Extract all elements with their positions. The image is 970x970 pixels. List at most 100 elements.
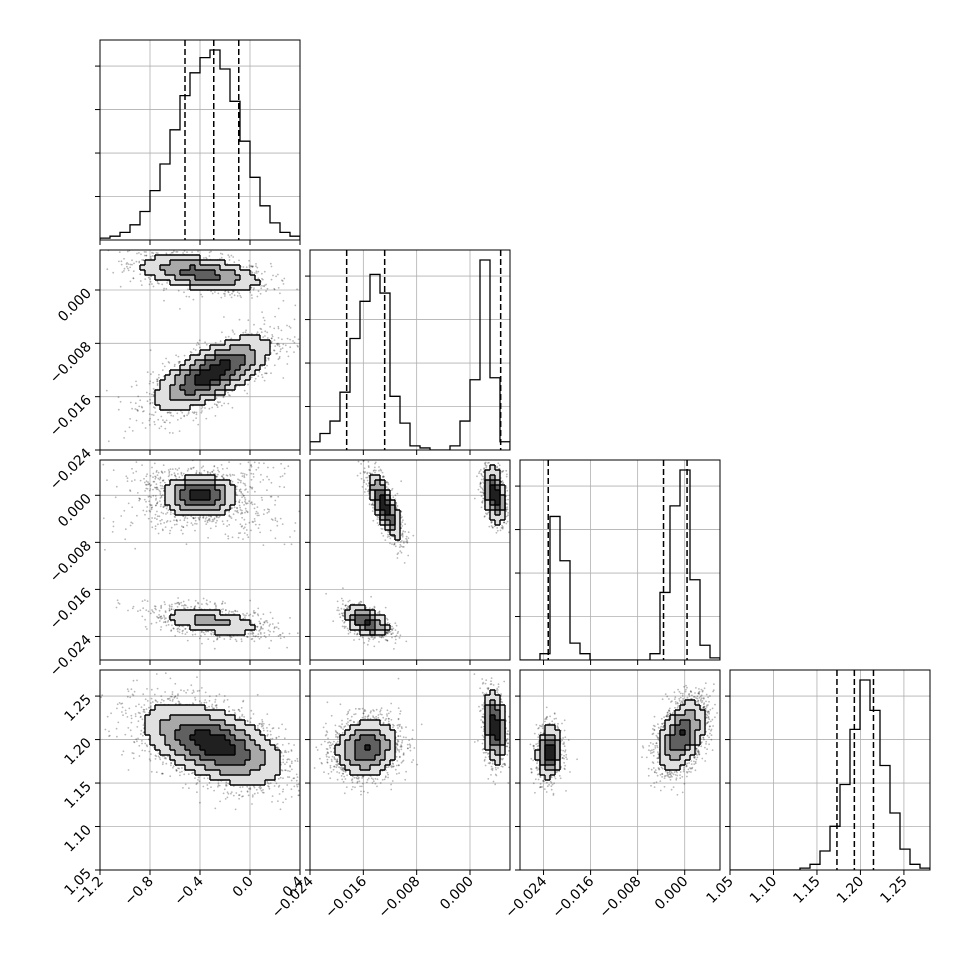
scatter-point — [139, 498, 141, 500]
density-cell — [175, 395, 181, 401]
scatter-point — [204, 520, 207, 523]
scatter-point — [123, 509, 126, 512]
density-cell — [220, 375, 226, 381]
histogram-step-line — [730, 679, 930, 870]
density-cell — [225, 280, 231, 286]
scatter-point — [185, 543, 188, 546]
scatter-point — [168, 411, 171, 414]
scatter-point — [240, 296, 243, 299]
density-cell — [195, 355, 201, 361]
scatter-point — [135, 380, 137, 383]
density-cell — [200, 400, 206, 406]
scatter-point — [257, 527, 260, 529]
density-cell — [255, 360, 261, 366]
scatter-point — [266, 287, 269, 290]
scatter-point — [154, 486, 157, 489]
density-cell — [200, 365, 206, 371]
scatter-point — [134, 547, 137, 550]
scatter-point — [235, 488, 238, 491]
density-cell — [215, 380, 221, 386]
scatter-point — [270, 518, 273, 520]
density-cell — [220, 360, 226, 366]
scatter-point — [161, 485, 164, 487]
scatter-point — [170, 605, 173, 608]
density-cell — [200, 370, 206, 376]
density-cell — [210, 370, 216, 376]
scatter-point — [149, 484, 152, 487]
density-cell — [215, 375, 221, 381]
scatter-point — [213, 518, 216, 520]
scatter-point — [215, 475, 218, 478]
scatter-point — [105, 389, 108, 392]
scatter-point — [193, 466, 195, 469]
scatter-point — [270, 495, 273, 498]
scatter-point — [274, 504, 276, 506]
scatter-point — [244, 507, 247, 510]
scatter-point — [173, 250, 175, 253]
scatter-point — [261, 376, 264, 379]
scatter-point — [259, 622, 261, 625]
density-cell — [160, 275, 166, 281]
scatter-point — [157, 477, 160, 480]
scatter-point — [252, 473, 255, 475]
scatter-point — [145, 251, 147, 253]
density-cell — [220, 280, 226, 286]
scatter-point — [238, 501, 241, 503]
density-cell — [165, 375, 171, 381]
scatter-point — [163, 365, 166, 368]
scatter-point — [208, 407, 211, 410]
scatter-point — [167, 411, 169, 414]
scatter-point — [267, 508, 269, 511]
density-cell — [235, 350, 241, 356]
scatter-point — [131, 263, 133, 266]
scatter-point — [143, 410, 145, 412]
density-cell — [220, 385, 226, 391]
scatter-point — [205, 257, 208, 260]
scatter-point — [240, 490, 243, 493]
scatter-point — [274, 315, 276, 318]
density-cell — [230, 285, 236, 291]
scatter-point — [183, 414, 186, 417]
density-cell — [145, 260, 151, 266]
scatter-point — [278, 357, 281, 360]
scatter-point — [262, 316, 265, 319]
scatter-point — [206, 521, 209, 524]
scatter-point — [130, 521, 133, 524]
scatter-point — [135, 419, 138, 422]
scatter-point — [172, 512, 175, 515]
scatter-point — [277, 337, 280, 339]
density-cell — [215, 265, 221, 271]
scatter-point — [193, 517, 195, 520]
scatter-point — [120, 515, 123, 517]
scatter-point — [227, 537, 230, 540]
hist-2-panel — [515, 459, 721, 665]
scatter-point — [263, 270, 266, 273]
scatter-point — [156, 282, 159, 284]
scatter-point — [162, 464, 165, 467]
scatter-point — [227, 535, 230, 538]
scatter-point — [263, 323, 266, 325]
scatter-point — [161, 362, 164, 365]
scatter-point — [154, 525, 157, 528]
scatter-point — [212, 520, 215, 522]
scatter-point — [205, 516, 208, 519]
scatter-point — [117, 408, 120, 411]
density-cell — [195, 280, 201, 286]
density-cell — [175, 390, 181, 396]
scatter-point — [162, 487, 164, 490]
density-cell — [195, 370, 201, 376]
scatter-point — [220, 475, 223, 478]
scatter-point — [244, 498, 247, 501]
scatter-point — [270, 265, 273, 268]
scatter-point — [152, 476, 154, 479]
scatter-point — [242, 331, 245, 334]
scatter-point — [148, 413, 151, 415]
scatter-point — [213, 465, 216, 468]
scatter-point — [217, 401, 220, 404]
scatter-point — [162, 479, 165, 481]
scatter-point — [156, 384, 159, 387]
scatter-point — [250, 272, 253, 274]
scatter-point — [247, 461, 250, 464]
scatter-point — [194, 516, 197, 519]
